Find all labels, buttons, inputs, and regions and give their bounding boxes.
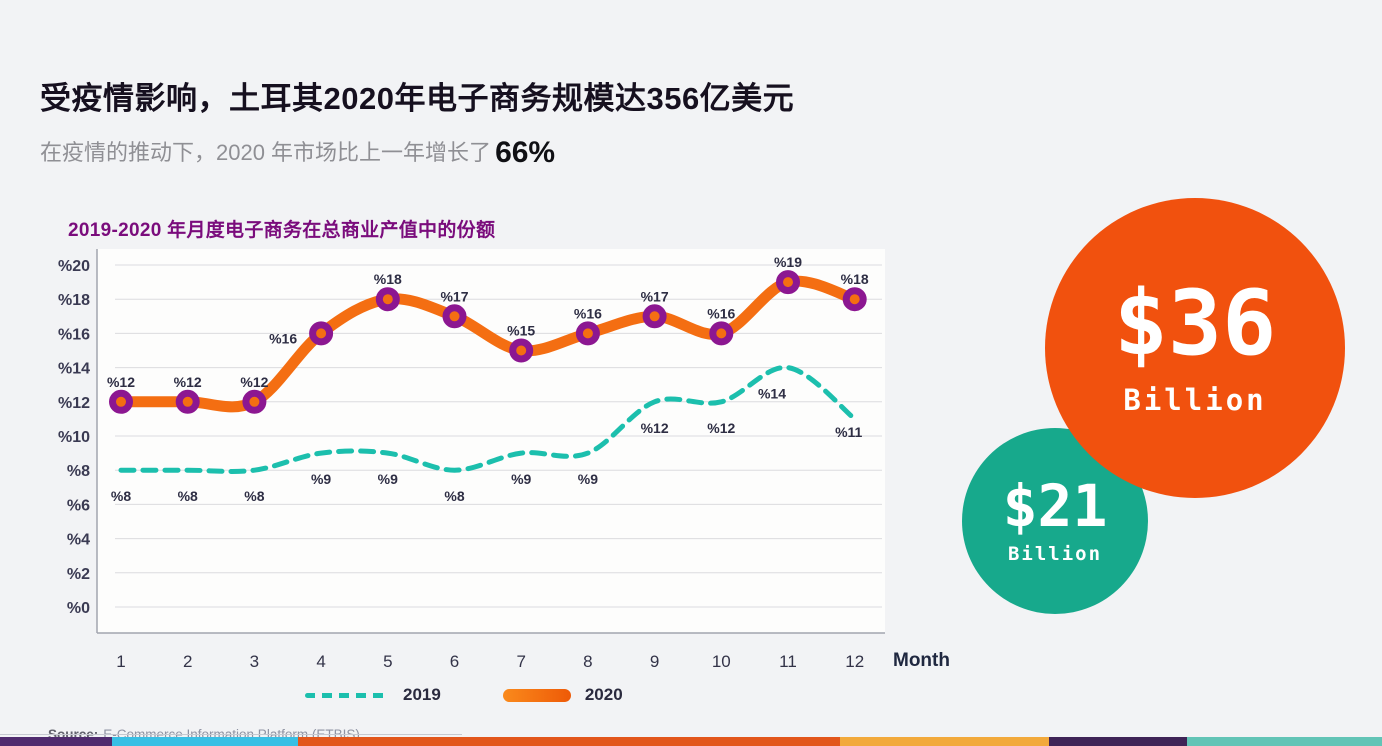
- data-label-2019: %9: [311, 471, 331, 487]
- data-point-marker: [175, 389, 200, 414]
- x-tick-label: 11: [779, 652, 797, 671]
- y-tick-label: %2: [67, 566, 90, 583]
- data-label-2020: %18: [841, 271, 869, 287]
- y-tick-label: %10: [58, 429, 90, 446]
- stripe-segment: [0, 737, 112, 746]
- chart-title: 2019-2020 年月度电子商务在总商业产值中的份额: [68, 219, 496, 241]
- x-tick-label: 6: [450, 652, 459, 671]
- x-tick-label: 9: [650, 652, 659, 671]
- legend-2019-label: 2019: [403, 685, 441, 704]
- badge-2020-unit: Billion: [1123, 383, 1267, 417]
- x-tick-label: 5: [383, 652, 392, 671]
- data-label-2019: %14: [758, 386, 786, 402]
- x-tick-label: 2: [183, 652, 192, 671]
- x-tick-label: 7: [516, 652, 525, 671]
- page-title: 受疫情影响，土耳其2020年电子商务规模达356亿美元: [40, 80, 795, 116]
- data-label-2019: %9: [511, 471, 531, 487]
- x-tick-label: 1: [116, 652, 125, 671]
- data-label-2020: %12: [240, 374, 268, 390]
- data-label-2020: %19: [774, 254, 802, 270]
- stripe-segment: [112, 737, 298, 746]
- data-label-2020: %16: [269, 330, 297, 346]
- data-point-marker: [509, 338, 534, 363]
- x-tick-label: 4: [316, 652, 325, 671]
- data-point-marker: [375, 287, 400, 312]
- data-label-2020: %18: [374, 271, 402, 287]
- data-label-2019: %9: [378, 471, 398, 487]
- legend-2019-line-sample: [305, 692, 389, 698]
- badge-2019-unit: Billion: [1007, 543, 1103, 565]
- data-point-marker: [575, 321, 600, 346]
- footer-stripe: [0, 737, 1382, 746]
- data-label-2020: %17: [440, 288, 468, 304]
- y-tick-label: %8: [67, 463, 90, 480]
- data-label-2019: %12: [707, 420, 735, 436]
- data-point-marker: [442, 304, 467, 329]
- footer-divider: [0, 734, 462, 735]
- data-point-marker: [309, 321, 334, 346]
- stripe-segment: [1049, 737, 1187, 746]
- y-tick-label: %0: [67, 600, 90, 617]
- y-tick-label: %4: [67, 532, 90, 549]
- data-label-2020: %15: [507, 323, 535, 339]
- y-tick-label: %14: [58, 361, 90, 378]
- data-point-marker: [642, 304, 667, 329]
- page-subtitle: 在疫情的推动下，2020 年市场比上一年增长了 66%: [40, 135, 940, 170]
- data-label-2020: %12: [107, 374, 135, 390]
- badge-2020-value: $36: [1113, 271, 1277, 376]
- stripe-segment: [298, 737, 840, 746]
- data-label-2020: %16: [574, 305, 602, 321]
- y-tick-label: %6: [67, 497, 90, 514]
- data-label-2020: %16: [707, 305, 735, 321]
- y-tick-label: %18: [58, 292, 90, 309]
- legend-2020-line-sample: [502, 688, 571, 702]
- y-tick-label: %20: [58, 258, 90, 275]
- x-tick-label: 8: [583, 652, 592, 671]
- data-label-2019: %8: [444, 488, 464, 504]
- legend-2020-label: 2020: [584, 685, 623, 704]
- stripe-segment: [1187, 737, 1382, 746]
- stripe-segment: [840, 737, 1049, 746]
- line-chart: %0%2%4%6%8%10%12%14%16%18%201 2 3 4 5 6 7 8 9 10 1…: [58, 249, 885, 671]
- x-tick-label: 10: [712, 652, 731, 671]
- y-tick-label: %12: [58, 395, 90, 412]
- data-label-2020: %12: [174, 374, 202, 390]
- data-label-2019: %12: [641, 420, 669, 436]
- data-point-marker: [242, 389, 267, 414]
- data-point-marker: [109, 389, 133, 414]
- growth-percent: 66%: [495, 136, 556, 169]
- data-label-2019: %8: [178, 488, 198, 504]
- data-label-2019: %11: [835, 424, 862, 440]
- badge-2019-value: $21: [1002, 472, 1108, 540]
- x-tick-label: 12: [845, 652, 864, 671]
- data-label-2019: %8: [111, 488, 131, 504]
- data-label-2019: %9: [578, 471, 598, 487]
- data-label-2019: %8: [244, 488, 264, 504]
- subtitle-text: 在疫情的推动下，2020 年市场比上一年增长了: [40, 140, 492, 165]
- x-axis-title: Month: [893, 650, 950, 671]
- badge-2020-total: $36 Billion: [1045, 198, 1345, 498]
- chart-legend: 2019 2020: [305, 684, 623, 706]
- data-label-2020: %17: [641, 288, 669, 304]
- data-point-marker: [776, 270, 800, 295]
- x-tick-label: 3: [250, 652, 259, 671]
- y-tick-label: %16: [58, 326, 90, 343]
- data-point-marker: [842, 287, 867, 312]
- data-point-marker: [709, 321, 734, 346]
